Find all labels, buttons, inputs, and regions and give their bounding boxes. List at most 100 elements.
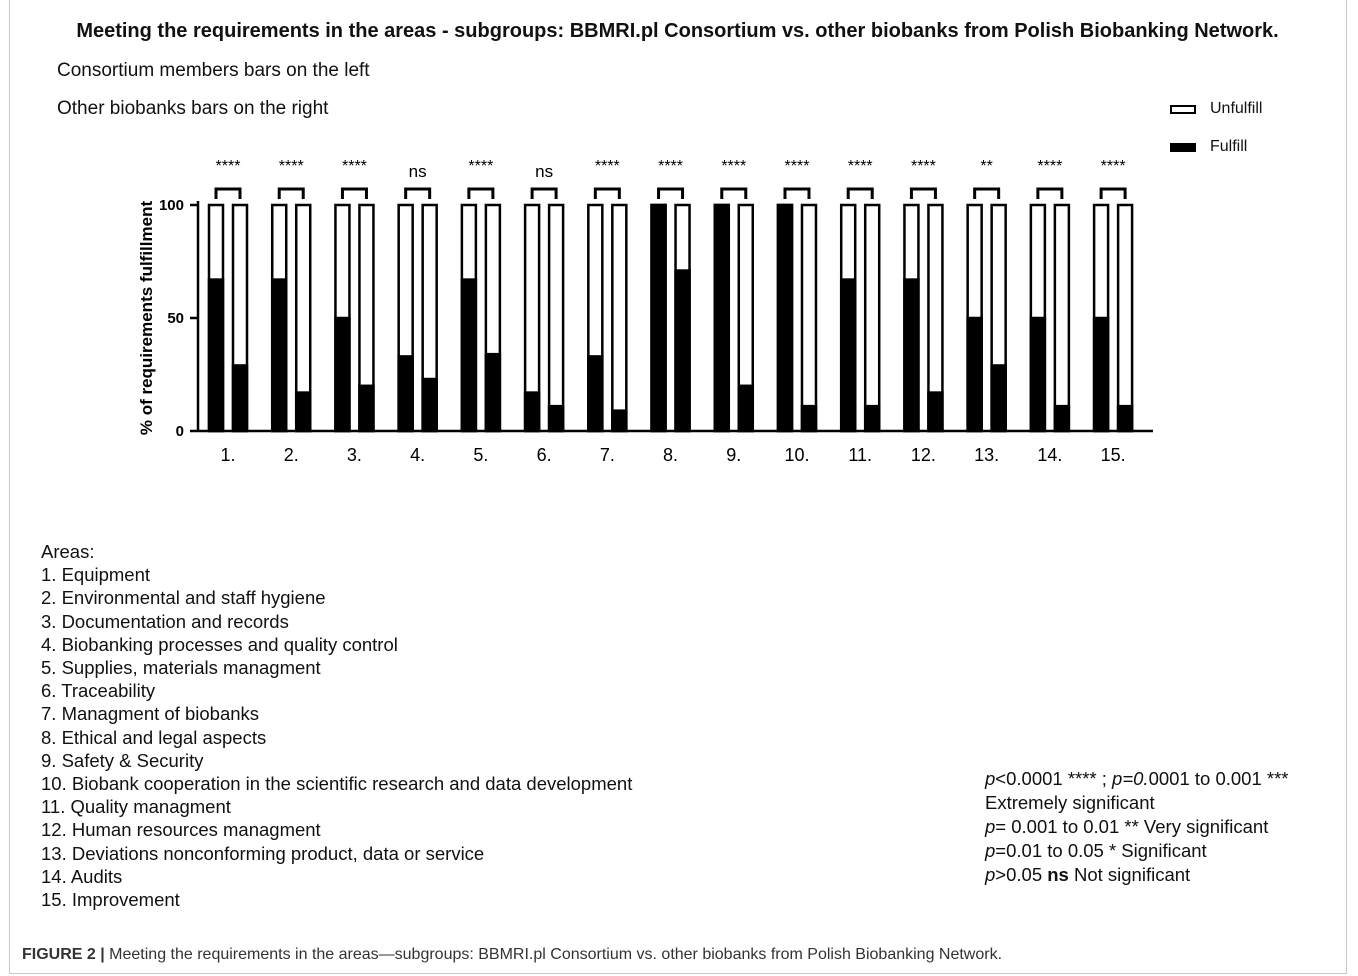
areas-list: Areas: 1. Equipment 2. Environmental and … — [41, 540, 632, 911]
bar-chart: 0 50 100% of requirements fulfillment **** 1… — [137, 158, 1153, 465]
bar-fulfill-consortium — [397, 355, 414, 433]
areas-heading: Areas: — [41, 541, 95, 562]
x-tick-label: 12. — [911, 445, 936, 465]
area-item: 15. Improvement — [41, 889, 180, 911]
legend-swatch-fulfill — [1170, 142, 1196, 152]
x-tick-label: 13. — [974, 445, 999, 465]
bar-unfulfill-other — [800, 203, 818, 433]
caption-label: FIGURE 2 | — [22, 946, 105, 963]
bar-fulfill-consortium — [903, 278, 920, 433]
x-tick-label: 9. — [726, 445, 741, 465]
significance-label: **** — [848, 158, 873, 175]
significance-label: ns — [409, 162, 427, 181]
figure-frame — [9, 0, 1347, 974]
area-item: 6. Traceability — [41, 680, 156, 702]
significance-bracket — [909, 187, 937, 199]
significance-label: **** — [468, 158, 493, 175]
significance-bracket — [1099, 187, 1127, 199]
significance-label: ** — [980, 158, 992, 175]
bar-fulfill-other — [1116, 404, 1134, 433]
bar-fulfill-other — [547, 404, 565, 433]
significance-bracket — [846, 187, 874, 199]
significance-label: **** — [1037, 158, 1062, 175]
significance-bracket — [973, 187, 1001, 199]
bar-fulfill-other — [737, 384, 755, 433]
bar-fulfill-consortium — [270, 278, 288, 433]
bar-unfulfill-other — [1053, 203, 1071, 433]
bar-fulfill-consortium — [1029, 316, 1047, 433]
pvalue-line-5: p>0.05 ns Not significant — [985, 864, 1191, 885]
bar-fulfill-consortium — [523, 391, 541, 433]
x-tick-label: 8. — [663, 445, 678, 465]
x-tick-label: 3. — [347, 445, 362, 465]
y-tick-label: 100 — [159, 197, 184, 214]
significance-bracket — [720, 187, 748, 199]
x-tick-label: 6. — [537, 445, 552, 465]
significance-label: **** — [216, 158, 241, 175]
caption-text: Meeting the requirements in the areas—su… — [104, 946, 1003, 963]
area-item: 8. Ethical and legal aspects — [41, 726, 267, 748]
significance-bracket — [214, 187, 242, 199]
legend-item-fulfill: Fulfill — [1170, 128, 1262, 166]
significance-label: **** — [658, 158, 683, 175]
x-tick-label: 1. — [220, 445, 235, 465]
pvalue-line-3: p= 0.001 to 0.01 ** Very significant — [985, 816, 1269, 837]
bar-fulfill-consortium — [776, 203, 794, 433]
bar-fulfill-consortium — [966, 316, 983, 433]
bar-fulfill-consortium — [587, 355, 604, 433]
bar-fulfill-other — [990, 364, 1007, 433]
bar-fulfill-consortium — [1092, 316, 1110, 433]
bar-fulfill-other — [484, 352, 502, 433]
bar-fulfill-other — [421, 377, 438, 433]
bar-fulfill-consortium — [839, 278, 857, 433]
area-item: 7. Managment of biobanks — [41, 703, 260, 725]
bar-fulfill-other — [800, 404, 818, 433]
x-tick-label: 10. — [784, 445, 809, 465]
significance-label: **** — [785, 158, 810, 175]
bar-unfulfill-other — [863, 203, 881, 433]
legend-swatch-unfulfill — [1170, 104, 1196, 114]
significance-bracket — [340, 187, 368, 199]
x-tick-label: 2. — [284, 445, 299, 465]
area-item: 3. Documentation and records — [41, 610, 289, 632]
bar-fulfill-consortium — [650, 203, 667, 433]
significance-bracket — [783, 187, 811, 199]
significance-bracket — [467, 187, 495, 199]
significance-bracket — [277, 187, 305, 199]
bar-fulfill-other — [1053, 404, 1071, 433]
bar-fulfill-consortium — [460, 278, 478, 433]
legend-label-unfulfill: Unfulfill — [1210, 100, 1263, 117]
significance-label: **** — [342, 158, 367, 175]
pvalue-legend: p<0.0001 **** ; p=0.0001 to 0.001 *** Ex… — [985, 767, 1288, 887]
legend-label-fulfill: Fulfill — [1210, 138, 1248, 155]
bar-fulfill-other — [674, 269, 691, 433]
significance-label: **** — [279, 158, 304, 175]
pvalue-line-1: p<0.0001 **** ; p=0.0001 to 0.001 *** — [985, 768, 1289, 789]
y-tick-label: 0 — [176, 423, 184, 440]
significance-bracket — [593, 187, 621, 199]
note-consortium: Consortium members bars on the left — [57, 60, 370, 81]
y-tick-label: 50 — [167, 310, 184, 327]
significance-label: **** — [911, 158, 936, 175]
area-item: 9. Safety & Security — [41, 749, 204, 771]
x-tick-label: 4. — [410, 445, 425, 465]
bar-fulfill-other — [863, 404, 881, 433]
area-item: 11. Quality managment — [41, 796, 231, 818]
bar-fulfill-consortium — [334, 316, 351, 433]
bar-unfulfill-other — [611, 203, 628, 433]
bar-unfulfill-other — [1116, 203, 1134, 433]
significance-label: ns — [535, 162, 553, 181]
area-item: 4. Biobanking processes and quality cont… — [41, 633, 398, 655]
x-tick-label: 15. — [1101, 445, 1126, 465]
significance-bracket — [530, 187, 558, 199]
significance-bracket — [404, 187, 432, 199]
area-item: 5. Supplies, materials managment — [41, 657, 321, 679]
bar-fulfill-consortium — [713, 203, 731, 433]
x-tick-label: 14. — [1037, 445, 1062, 465]
bar-fulfill-other — [927, 391, 944, 433]
area-item: 2. Environmental and staff hygiene — [41, 587, 326, 609]
chart-legend: Unfulfill Fulfill — [1170, 90, 1262, 166]
area-item: 14. Audits — [41, 865, 123, 887]
bar-fulfill-other — [294, 391, 312, 433]
x-tick-label: 7. — [600, 445, 615, 465]
